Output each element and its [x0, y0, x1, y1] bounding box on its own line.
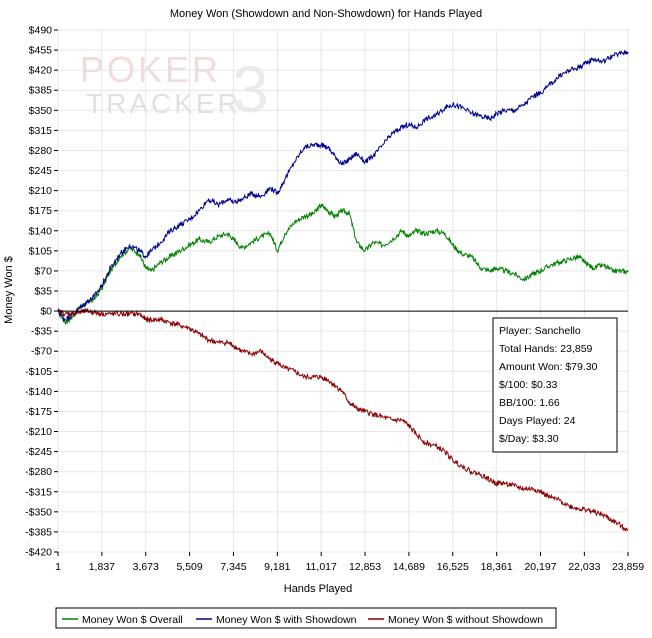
x-axis: 1 1,837 3,673 5,509 7,345 9,181 11,017 12,853 14… — [55, 552, 644, 573]
x-tick-label: 22,033 — [568, 561, 600, 573]
y-tick-label: -$350 — [25, 506, 52, 518]
x-tick-label: 1,837 — [89, 561, 115, 573]
y-tick-label: $105 — [29, 245, 53, 257]
legend-label-non-showdown: Money Won $ without Showdown — [388, 614, 543, 626]
legend: Money Won $ Overall Money Won $ with Sho… — [55, 607, 557, 629]
stats-dollars-per-day: $/Day: $3.30 — [499, 433, 559, 445]
y-tick-label: -$35 — [31, 326, 52, 338]
x-tick-label: 7,345 — [220, 561, 246, 573]
y-tick-label: $350 — [29, 105, 53, 117]
y-tick-label: -$175 — [25, 406, 52, 418]
pokertracker-watermark-logo: POKER TRACKER 3 — [80, 49, 269, 126]
x-tick-label: 9,181 — [264, 561, 290, 573]
y-tick-label: -$105 — [25, 366, 52, 378]
y-tick-label: $280 — [29, 145, 53, 157]
x-tick-label: 14,689 — [393, 561, 425, 573]
x-tick-label: 5,509 — [176, 561, 202, 573]
watermark-line1: POKER — [80, 49, 221, 90]
player-stats-box: Player: Sanchello Total Hands: 23,859 Am… — [492, 317, 618, 453]
y-tick-label: $140 — [29, 225, 53, 237]
watermark-mark: 3 — [232, 52, 269, 126]
x-axis-label: Hands Played — [284, 583, 353, 595]
watermark-line2: TRACKER — [86, 88, 241, 119]
y-tick-label: $0 — [40, 306, 52, 318]
series-line-with-showdown — [57, 50, 629, 323]
series-lines — [57, 50, 629, 532]
y-tick-label: $175 — [29, 205, 53, 217]
x-tick-label: 18,361 — [481, 561, 513, 573]
x-tick-label: 11,017 — [306, 561, 337, 573]
legend-frame — [55, 607, 557, 629]
x-tick-label: 16,525 — [437, 561, 469, 573]
y-tick-label: -$420 — [25, 547, 52, 559]
x-tick-label: 3,673 — [133, 561, 159, 573]
y-axis-label: Money Won $ — [3, 256, 15, 324]
x-tick-label: 1 — [55, 561, 61, 573]
y-tick-label: $210 — [29, 185, 53, 197]
stats-dollars-per-100: $/100: $0.33 — [499, 379, 558, 391]
y-tick-label: $420 — [29, 65, 53, 77]
chart-title: Money Won (Showdown and Non-Showdown) fo… — [170, 8, 482, 20]
y-tick-label: $245 — [29, 165, 53, 177]
legend-label-showdown: Money Won $ with Showdown — [216, 614, 357, 626]
y-tick-label: $70 — [34, 265, 52, 277]
y-tick-label: $385 — [29, 85, 53, 97]
stats-box-frame — [492, 317, 618, 453]
y-tick-label: $35 — [34, 286, 52, 298]
y-tick-label: -$140 — [25, 386, 52, 398]
y-tick-label: $455 — [29, 45, 53, 57]
stats-total-hands: Total Hands: 23,859 — [499, 343, 593, 355]
y-tick-label: -$315 — [25, 486, 52, 498]
stats-player: Player: Sanchello — [499, 325, 581, 337]
y-axis: $490 $455 $420 $385 $350 $315 $280 $245 $210 $175… — [25, 25, 58, 559]
y-tick-label: $315 — [29, 125, 53, 137]
y-tick-label: -$385 — [25, 526, 52, 538]
stats-amount-won: Amount Won: $79.30 — [499, 361, 598, 373]
stats-days-played: Days Played: 24 — [499, 415, 576, 427]
series-line-without-showdown — [57, 307, 629, 532]
stats-bb-per-100: BB/100: 1.66 — [499, 397, 560, 409]
gridlines — [57, 29, 629, 553]
y-tick-label: -$280 — [25, 466, 52, 478]
y-tick-label: -$210 — [25, 426, 52, 438]
legend-label-overall: Money Won $ Overall — [82, 614, 183, 626]
x-tick-label: 12,853 — [349, 561, 381, 573]
x-tick-label: 23,859 — [612, 561, 644, 573]
y-tick-label: -$245 — [25, 446, 52, 458]
x-tick-label: 20,197 — [524, 561, 556, 573]
y-tick-label: -$70 — [31, 346, 52, 358]
series-line-overall — [57, 203, 629, 326]
y-tick-label: $490 — [29, 25, 53, 37]
